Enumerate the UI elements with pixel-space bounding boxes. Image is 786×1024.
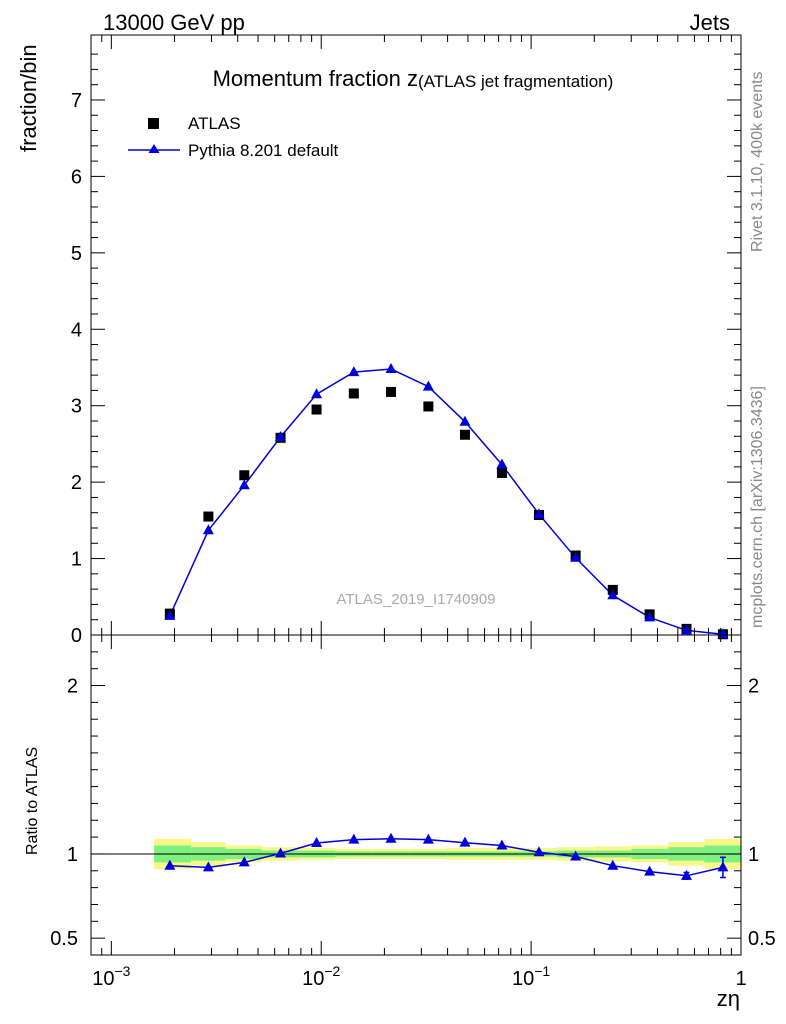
- y-tick-label: 7: [71, 90, 82, 112]
- ratio-pythia-line: [169, 838, 724, 877]
- top-y-axis-label: fraction/bin: [16, 44, 41, 152]
- ratio-pythia-point: [311, 837, 323, 847]
- mcplots-info-label: mcplots.cern.ch [arXiv:1306.3436]: [749, 386, 766, 628]
- pythia-data-point: [311, 388, 323, 399]
- x-tick-label: 10−2: [302, 963, 340, 990]
- pythia-data-point: [644, 611, 656, 622]
- atlas-data-point: [239, 470, 250, 481]
- ratio-y-tick-label: 1: [67, 844, 78, 866]
- pythia-data-point: [275, 431, 287, 442]
- x-tick-label-base: 10: [92, 968, 114, 990]
- pythia-data-point: [496, 458, 508, 469]
- atlas-data-point: [348, 388, 359, 399]
- ratio-pythia-point: [238, 856, 250, 867]
- legend: ATLAS Pythia 8.201 default: [128, 114, 339, 160]
- pythia-line: [169, 368, 723, 635]
- bottom-y-axis-label: Ratio to ATLAS: [24, 747, 41, 855]
- ratio-y-tick-label: 0.5: [50, 928, 78, 950]
- x-tick-label-exponent: −3: [114, 963, 130, 979]
- ratio-plot-frame: [90, 634, 742, 956]
- analysis-watermark: ATLAS_2019_I1740909: [336, 591, 495, 608]
- pythia-data-point: [385, 363, 397, 374]
- pythia-data-point: [202, 524, 214, 535]
- x-axis-label: zη: [717, 986, 740, 1011]
- pythia-data-point: [570, 551, 582, 562]
- pythia-data-point: [238, 479, 250, 490]
- rivet-info-label: Rivet 3.1.10, 400k events: [749, 71, 766, 252]
- ratio-y-tick-label-right: 0.5: [748, 928, 776, 950]
- x-tick-label-base: 10: [302, 968, 324, 990]
- y-tick-label: 4: [71, 319, 82, 341]
- chart-title: Momentum fraction z: [213, 66, 418, 91]
- header-right-label: Jets: [690, 10, 730, 35]
- ratio-pythia-point: [164, 859, 176, 870]
- ratio-y-tick-label: 2: [67, 676, 78, 698]
- chart-title-main: Momentum fraction z: [213, 66, 418, 91]
- x-tick-label-base: 10: [512, 968, 534, 990]
- legend-atlas-marker: [148, 118, 159, 129]
- ratio-plot-panel: 10−3 10−2 10−1 10.5 0.51 12 2: [50, 634, 776, 990]
- y-tick-label: 1: [71, 549, 82, 571]
- ratio-pythia-point: [385, 832, 397, 843]
- ratio-pythia-point: [422, 833, 434, 844]
- ratio-pythia-point: [459, 836, 471, 847]
- ratio-pythia-point: [496, 839, 508, 850]
- pythia-data-point: [681, 624, 693, 635]
- pythia-data-point: [533, 508, 545, 519]
- y-tick-label: 6: [71, 166, 82, 188]
- ratio-pythia-point: [202, 861, 214, 872]
- ratio-y-tick-label-right: 1: [748, 844, 759, 866]
- x-tick-label-base: 1: [735, 968, 746, 990]
- ratio-y-tick-label-right: 2: [748, 676, 759, 698]
- ratio-pythia-point: [533, 846, 545, 857]
- ratio-pythia-point: [275, 847, 287, 858]
- atlas-data-point: [203, 511, 214, 522]
- pythia-data-point: [348, 366, 360, 377]
- pythia-data-point: [422, 380, 434, 391]
- pythia-data-point: [459, 415, 471, 426]
- ratio-pythia-point: [607, 859, 619, 870]
- top-plot-panel: 0 1 2 3 4 5 6 7: [71, 34, 742, 647]
- y-tick-label: 0: [71, 625, 82, 647]
- x-tick-label: 10−1: [512, 963, 550, 990]
- x-tick-label: 10−3: [92, 963, 130, 990]
- legend-pythia-marker: [148, 144, 160, 153]
- atlas-data-point: [496, 467, 507, 478]
- legend-pythia-label: Pythia 8.201 default: [188, 141, 339, 160]
- pythia-data-point: [607, 589, 619, 600]
- chart-subtitle: (ATLAS jet fragmentation): [418, 72, 613, 91]
- x-tick-label-exponent: −2: [324, 963, 340, 979]
- header-left-label: 13000 GeV pp: [103, 10, 245, 35]
- atlas-data-point: [459, 429, 470, 440]
- atlas-data-point: [423, 401, 434, 412]
- legend-atlas-label: ATLAS: [188, 114, 241, 133]
- y-tick-label: 2: [71, 472, 82, 494]
- ratio-pythia-point: [644, 865, 656, 876]
- y-tick-label: 5: [71, 243, 82, 265]
- ratio-pythia-point: [681, 869, 693, 880]
- x-tick-label: 1: [735, 968, 746, 990]
- pythia-data-point: [164, 609, 176, 620]
- x-tick-label-exponent: −1: [534, 963, 550, 979]
- ratio-pythia-point: [570, 850, 582, 861]
- atlas-data-point: [386, 386, 397, 397]
- ratio-pythia-point: [717, 861, 729, 872]
- ratio-pythia-point: [348, 833, 360, 844]
- y-tick-label: 3: [71, 396, 82, 418]
- atlas-data-point: [311, 404, 322, 415]
